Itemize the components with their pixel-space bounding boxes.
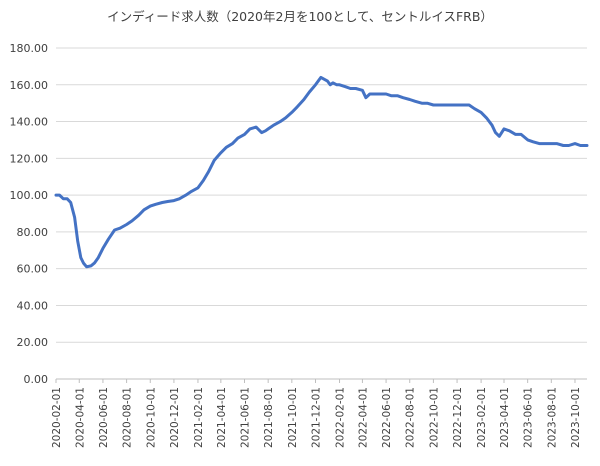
series-layer (54, 75, 589, 269)
y-axis: 0.00 20.00 40.00 60.00 80.00 100.00 120.00 140.… (10, 42, 49, 386)
x-tick-label: 2020-12-01 (169, 387, 181, 448)
x-tick-label: 2023-06-01 (523, 387, 535, 448)
x-tick-label: 2022-04-01 (357, 387, 369, 448)
y-tick-label: 80.00 (17, 226, 49, 239)
x-tick-label: 2021-10-01 (287, 387, 299, 448)
y-tick-label: 100.00 (10, 189, 49, 202)
y-tick-label: 40.00 (17, 299, 49, 312)
gridlines (56, 47, 587, 380)
y-tick-label: 0.00 (24, 373, 49, 386)
y-tick-label: 160.00 (10, 79, 49, 92)
series-line (54, 75, 589, 269)
x-tick-label: 2022-02-01 (335, 387, 347, 448)
x-tick-label: 2023-08-01 (546, 387, 558, 448)
y-tick-label: 60.00 (17, 263, 49, 276)
x-tick-label: 2020-10-01 (145, 387, 157, 448)
x-tick-label: 2022-10-01 (428, 387, 440, 448)
x-axis: 2020-02-01 2020-04-01 2020-06-01 2020-08-01… (51, 379, 582, 448)
x-tick-label: 2020-06-01 (98, 387, 110, 448)
x-tick-label: 2023-04-01 (499, 387, 511, 448)
x-tick-label: 2021-06-01 (240, 387, 252, 448)
x-tick-label: 2023-10-01 (570, 387, 582, 448)
y-tick-label: 140.00 (10, 116, 49, 129)
x-tick-label: 2023-02-01 (476, 387, 488, 448)
x-tick-label: 2020-08-01 (122, 387, 134, 448)
x-tick-label: 2022-06-01 (381, 387, 393, 448)
y-tick-label: 20.00 (17, 336, 49, 349)
y-tick-label: 180.00 (10, 42, 49, 55)
x-tick-label: 2020-04-01 (74, 387, 86, 448)
x-tick-label: 2022-12-01 (452, 387, 464, 448)
x-tick-label: 2022-08-01 (405, 387, 417, 448)
chart-title: インディード求人数（2020年2月を100として、セントルイスFRB） (107, 9, 493, 24)
x-tick-label: 2021-08-01 (263, 387, 275, 448)
x-tick-label: 2021-04-01 (216, 387, 228, 448)
x-tick-label: 2020-02-01 (51, 387, 63, 448)
y-tick-label: 120.00 (10, 152, 49, 165)
x-tick-label: 2021-02-01 (193, 387, 205, 448)
x-tick-label: 2021-12-01 (310, 387, 322, 448)
